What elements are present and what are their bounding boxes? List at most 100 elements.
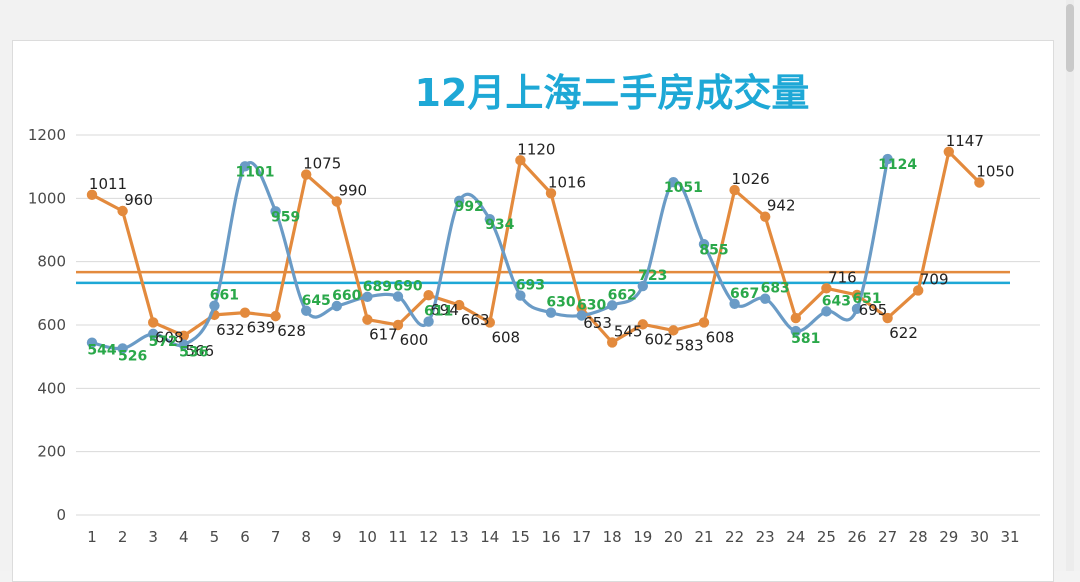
data-point — [668, 176, 679, 188]
orange-data-label: 1050 — [976, 163, 1014, 181]
x-tick-label: 11 — [388, 528, 407, 546]
y-tick-label: 1200 — [28, 126, 66, 144]
blue-data-label: 630 — [577, 298, 606, 314]
chart-title: 12月上海二手房成交量 — [415, 71, 810, 115]
orange-data-label: 632 — [216, 321, 245, 339]
data-point — [331, 300, 342, 312]
x-tick-label: 23 — [756, 528, 775, 546]
data-point — [148, 317, 159, 328]
x-tick-label: 9 — [332, 528, 342, 546]
orange-data-label: 695 — [859, 301, 888, 319]
data-point — [607, 337, 618, 348]
blue-data-label: 645 — [302, 293, 331, 309]
data-point — [882, 153, 893, 165]
blue-data-label: 683 — [761, 281, 790, 297]
data-point — [117, 343, 128, 354]
data-point — [454, 195, 465, 207]
x-tick-label: 13 — [450, 528, 469, 546]
blue-data-label: 1101 — [236, 164, 275, 180]
blue-data-label: 544 — [87, 343, 116, 359]
y-tick-label: 200 — [37, 443, 66, 461]
orange-data-label: 1075 — [303, 155, 341, 173]
x-tick-label: 15 — [511, 528, 530, 546]
blue-data-label: 1051 — [664, 180, 703, 196]
scrollbar-track[interactable] — [1066, 0, 1074, 571]
data-point — [86, 337, 98, 348]
x-tick-label: 26 — [847, 528, 866, 546]
orange-data-label: 600 — [400, 331, 429, 349]
x-tick-label: 27 — [878, 528, 897, 546]
x-tick-label: 8 — [301, 528, 311, 546]
x-tick-label: 14 — [480, 528, 499, 546]
orange-data-label: 960 — [124, 191, 153, 209]
orange-data-label: 608 — [155, 328, 184, 346]
data-point — [270, 310, 281, 322]
x-tick-label: 5 — [210, 528, 220, 546]
x-tick-label: 1 — [87, 528, 97, 546]
orange-data-label: 545 — [614, 322, 643, 340]
data-point — [821, 283, 832, 294]
data-point — [882, 312, 893, 324]
data-point — [760, 293, 771, 304]
data-point — [178, 339, 189, 350]
blue-data-label: 630 — [546, 295, 575, 311]
blue-data-label: 536 — [179, 345, 208, 361]
x-tick-label: 30 — [970, 528, 989, 546]
data-point — [943, 146, 954, 157]
data-point — [331, 196, 342, 207]
data-point — [239, 161, 251, 172]
data-point — [423, 316, 434, 327]
x-tick-label: 10 — [358, 528, 377, 546]
data-point — [729, 298, 740, 309]
orange-data-label: 608 — [491, 328, 520, 346]
data-point — [392, 291, 404, 302]
data-point — [423, 290, 434, 301]
data-point — [86, 189, 98, 201]
data-point — [484, 317, 495, 328]
data-point — [974, 177, 985, 188]
data-point — [209, 300, 220, 311]
data-point — [576, 303, 587, 314]
orange-data-label: 694 — [430, 301, 459, 319]
blue-data-label: 526 — [118, 348, 147, 364]
blue-data-label: 661 — [210, 288, 239, 304]
data-point — [117, 205, 128, 217]
blue-data-label: 572 — [149, 334, 178, 350]
data-point — [637, 280, 648, 292]
blue-data-label: 651 — [852, 291, 881, 307]
blue-data-label: 611 — [424, 304, 453, 320]
data-point — [760, 211, 771, 222]
x-tick-label: 18 — [603, 528, 622, 546]
orange-data-label: 990 — [338, 182, 367, 200]
data-point — [851, 303, 863, 315]
y-tick-label: 400 — [37, 379, 66, 397]
data-point — [698, 317, 710, 328]
y-tick-label: 1000 — [28, 189, 66, 207]
orange-data-label: 617 — [369, 326, 398, 344]
data-point — [729, 184, 740, 196]
orange-data-label: 1016 — [548, 173, 586, 191]
data-point — [545, 188, 557, 199]
x-tick-label: 21 — [694, 528, 713, 546]
y-tick-label: 0 — [56, 506, 66, 524]
scrollbar-thumb[interactable] — [1066, 4, 1074, 72]
data-point — [790, 325, 801, 337]
x-tick-label: 28 — [909, 528, 928, 546]
data-point — [607, 300, 618, 311]
blue-data-label: 723 — [638, 268, 667, 284]
data-point — [178, 330, 189, 341]
x-tick-label: 2 — [118, 528, 128, 546]
x-tick-label: 31 — [1000, 528, 1019, 546]
data-point — [545, 307, 557, 318]
data-point — [515, 155, 526, 166]
orange-data-label: 663 — [461, 311, 490, 329]
x-tick-label: 19 — [633, 528, 652, 546]
data-point — [362, 314, 373, 325]
blue-data-label: 643 — [822, 293, 851, 309]
data-point — [668, 325, 679, 336]
orange-data-label: 608 — [706, 328, 735, 346]
series-line — [90, 150, 981, 345]
